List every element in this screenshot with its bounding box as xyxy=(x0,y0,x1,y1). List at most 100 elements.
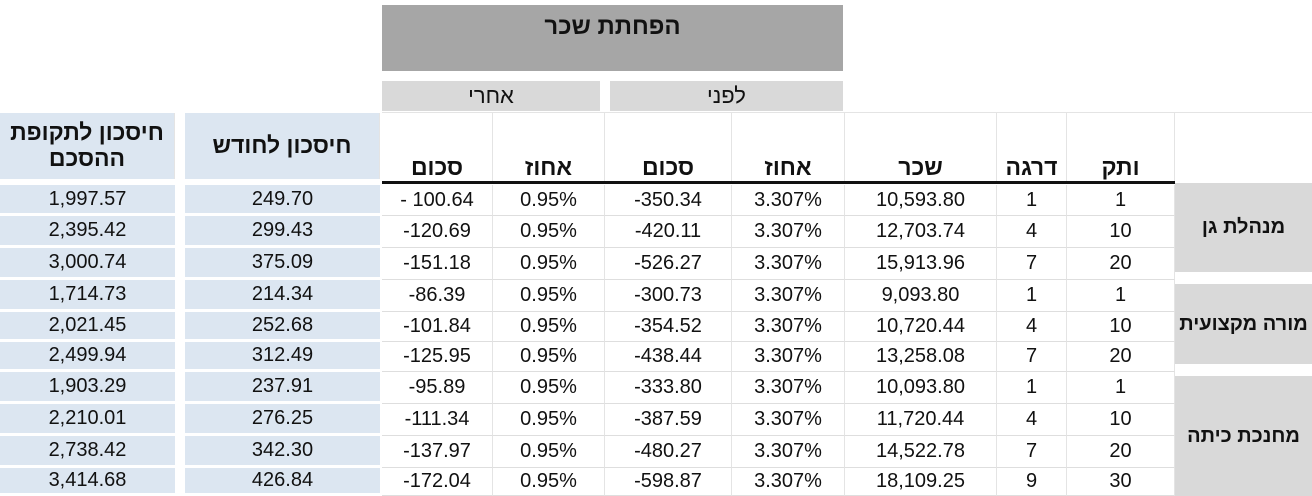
cell-period: 3,414.68 xyxy=(0,468,175,493)
column-header-monthly-savings: חיסכון לחודש xyxy=(185,113,380,179)
cell-grade: 7 xyxy=(997,436,1067,468)
cell-seniority: 30 xyxy=(1067,468,1175,496)
column-header-after-percent: אחוז xyxy=(493,113,605,183)
cell-monthly: 214.34 xyxy=(185,280,380,309)
cell-before-pct: 3.307% xyxy=(732,404,845,436)
cell-before-amount: -480.27 xyxy=(605,436,732,468)
cell-period: 1,997.57 xyxy=(0,185,175,213)
cell-seniority: 10 xyxy=(1067,216,1175,248)
cell-before-pct: 3.307% xyxy=(732,216,845,248)
role-label: מורה מקצועית xyxy=(1175,284,1312,364)
cell-after-pct: 0.95% xyxy=(493,312,605,342)
cell-monthly: 342.30 xyxy=(185,436,380,465)
cell-seniority: 1 xyxy=(1067,185,1175,216)
cell-monthly: 375.09 xyxy=(185,248,380,277)
cell-monthly: 237.91 xyxy=(185,372,380,401)
cell-period: 2,021.45 xyxy=(0,312,175,339)
cell-before-amount: -300.73 xyxy=(605,280,732,312)
cell-before-pct: 3.307% xyxy=(732,342,845,372)
after-header: אחרי xyxy=(382,81,600,111)
cell-period: 2,738.42 xyxy=(0,436,175,465)
cell-before-amount: -350.34 xyxy=(605,185,732,216)
cell-grade: 7 xyxy=(997,342,1067,372)
before-header: לפני xyxy=(610,81,843,111)
cell-before-amount: -598.87 xyxy=(605,468,732,496)
cell-salary: 11,720.44 xyxy=(845,404,997,436)
cell-after-pct: 0.95% xyxy=(493,436,605,468)
cell-grade: 4 xyxy=(997,216,1067,248)
cell-monthly: 312.49 xyxy=(185,342,380,369)
cell-after-pct: 0.95% xyxy=(493,216,605,248)
cell-before-amount: -333.80 xyxy=(605,372,732,404)
header-underline xyxy=(382,181,1175,184)
cell-grade: 7 xyxy=(997,248,1067,280)
cell-before-amount: -420.11 xyxy=(605,216,732,248)
cell-after-pct: 0.95% xyxy=(493,468,605,496)
cell-monthly: 252.68 xyxy=(185,312,380,339)
cell-before-amount: -526.27 xyxy=(605,248,732,280)
cell-before-amount: -354.52 xyxy=(605,312,732,342)
cell-before-amount: -438.44 xyxy=(605,342,732,372)
cell-period: 2,395.42 xyxy=(0,216,175,245)
cell-grade: 9 xyxy=(997,468,1067,496)
cell-after-amount: -111.34 xyxy=(382,404,493,436)
cell-salary: 10,720.44 xyxy=(845,312,997,342)
cell-after-amount: -151.18 xyxy=(382,248,493,280)
role-label: מחנכת כיתה xyxy=(1175,376,1312,496)
cell-after-amount: - 100.64 xyxy=(382,185,493,216)
cell-after-amount: -125.95 xyxy=(382,342,493,372)
cell-salary: 13,258.08 xyxy=(845,342,997,372)
cell-period: 2,210.01 xyxy=(0,404,175,433)
cell-before-pct: 3.307% xyxy=(732,248,845,280)
cell-seniority: 1 xyxy=(1067,372,1175,404)
cell-seniority: 20 xyxy=(1067,342,1175,372)
cell-after-amount: -120.69 xyxy=(382,216,493,248)
cell-salary: 15,913.96 xyxy=(845,248,997,280)
cell-after-pct: 0.95% xyxy=(493,185,605,216)
salary-reduction-title: הפחתת שכר xyxy=(382,5,843,71)
cell-monthly: 299.43 xyxy=(185,216,380,245)
cell-before-pct: 3.307% xyxy=(732,436,845,468)
column-header-salary: שכר xyxy=(845,113,997,183)
cell-seniority: 10 xyxy=(1067,404,1175,436)
column-header-seniority: ותק xyxy=(1067,113,1175,183)
cell-after-amount: -137.97 xyxy=(382,436,493,468)
cell-grade: 4 xyxy=(997,312,1067,342)
cell-period: 2,499.94 xyxy=(0,342,175,369)
cell-after-amount: -101.84 xyxy=(382,312,493,342)
cell-salary: 10,593.80 xyxy=(845,185,997,216)
column-header-after-amount: סכום xyxy=(382,113,493,183)
column-header-before-amount: סכום xyxy=(605,113,732,183)
cell-monthly: 276.25 xyxy=(185,404,380,433)
cell-seniority: 20 xyxy=(1067,248,1175,280)
cell-before-pct: 3.307% xyxy=(732,185,845,216)
cell-period: 3,000.74 xyxy=(0,248,175,277)
cell-salary: 18,109.25 xyxy=(845,468,997,496)
cell-salary: 10,093.80 xyxy=(845,372,997,404)
cell-after-amount: -95.89 xyxy=(382,372,493,404)
cell-after-amount: -172.04 xyxy=(382,468,493,496)
cell-seniority: 10 xyxy=(1067,312,1175,342)
cell-grade: 1 xyxy=(997,280,1067,312)
cell-after-amount: -86.39 xyxy=(382,280,493,312)
column-header-grade: דרגה xyxy=(997,113,1067,183)
cell-salary: 12,703.74 xyxy=(845,216,997,248)
cell-before-pct: 3.307% xyxy=(732,468,845,496)
cell-monthly: 426.84 xyxy=(185,468,380,493)
cell-monthly: 249.70 xyxy=(185,185,380,213)
cell-period: 1,903.29 xyxy=(0,372,175,401)
cell-before-pct: 3.307% xyxy=(732,312,845,342)
cell-after-pct: 0.95% xyxy=(493,372,605,404)
cell-before-amount: -387.59 xyxy=(605,404,732,436)
cell-after-pct: 0.95% xyxy=(493,404,605,436)
grid-line xyxy=(382,112,1312,113)
cell-period: 1,714.73 xyxy=(0,280,175,309)
cell-before-pct: 3.307% xyxy=(732,372,845,404)
column-header-before-percent: אחוז xyxy=(732,113,845,183)
cell-after-pct: 0.95% xyxy=(493,342,605,372)
cell-seniority: 1 xyxy=(1067,280,1175,312)
cell-grade: 1 xyxy=(997,185,1067,216)
column-header-period-savings: חיסכון לתקופת ההסכם xyxy=(0,113,175,179)
role-label: מנהלת גן xyxy=(1175,183,1312,272)
cell-seniority: 20 xyxy=(1067,436,1175,468)
